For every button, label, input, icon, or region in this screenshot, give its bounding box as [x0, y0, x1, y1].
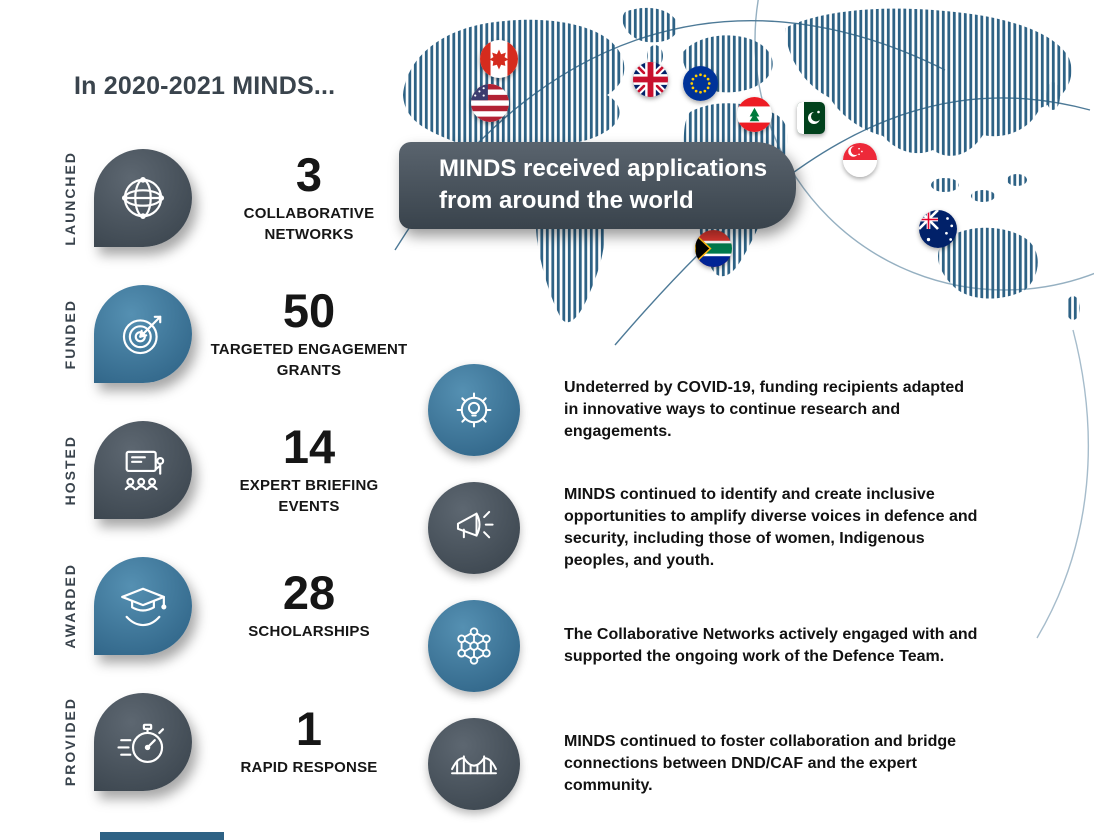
stopwatch-icon [117, 723, 165, 764]
stat-badge [94, 693, 192, 791]
stat-verb-label: FUNDED [62, 298, 78, 370]
stat-verb-label: AWARDED [62, 563, 78, 649]
stat-verb-label: HOSTED [62, 434, 78, 506]
stat-row-launched: LAUNCHED 3 COLLABORATIVE NETWORKS [62, 130, 408, 266]
stat-text: 14 EXPERT BRIEFING EVENTS [210, 423, 408, 517]
highlight-text: The Collaborative Networks actively enga… [564, 625, 978, 665]
stat-verb-label: LAUNCHED [62, 150, 78, 246]
stat-number: 14 [282, 420, 336, 474]
stat-row-provided: PROVIDED 1 RAPID RESPONSE [62, 674, 408, 810]
stat-row-hosted: HOSTED 14 EXPERT BRIEFING EVENTS [62, 402, 408, 538]
highlight-item: MINDS continued to foster collaboration … [428, 718, 1058, 810]
stat-number: 1 [295, 702, 323, 756]
stat-badge [94, 421, 192, 519]
bottom-accent-strip [100, 832, 224, 840]
network-nodes-icon [457, 627, 491, 665]
megaphone-icon [456, 510, 494, 539]
highlight-item: MINDS continued to identify and create i… [428, 482, 1058, 574]
stat-number: 50 [282, 284, 336, 338]
stat-badge [94, 557, 192, 655]
stat-number: 3 [295, 148, 323, 202]
stat-text: 50 TARGETED ENGAGEMENT GRANTS [210, 287, 408, 381]
world-map-area: MINDS received applications from around … [385, 0, 1094, 720]
highlight-text: MINDS continued to identify and create i… [564, 485, 978, 570]
lebanon-flag-icon [737, 97, 772, 132]
highlight-icon-circle [428, 600, 520, 692]
map-banner: MINDS received applications from around … [399, 142, 796, 230]
highlight-text: MINDS continued to foster collaboration … [564, 732, 957, 795]
globe-network-icon [121, 176, 165, 220]
highlight-item: The Collaborative Networks actively enga… [428, 600, 1058, 692]
pakistan-flag-icon [797, 102, 825, 134]
stat-badge [94, 285, 192, 383]
stat-text: 1 RAPID RESPONSE [210, 705, 408, 778]
stats-column: LAUNCHED 3 COLLABORATIVE NETWORKS FUNDED [62, 130, 408, 810]
graduation-cap-icon [121, 587, 167, 627]
page-title: In 2020-2021 MINDS... [74, 72, 336, 100]
stat-verb-label: PROVIDED [62, 697, 78, 787]
usa-flag-icon [471, 84, 509, 122]
stat-desc: EXPERT BRIEFING EVENTS [239, 477, 379, 515]
eu-flag-icon [683, 66, 718, 101]
highlight-text: Undeterred by COVID-19, funding recipien… [564, 378, 965, 441]
stat-row-awarded: AWARDED 28 SCHOLARSHIPS [62, 538, 408, 674]
stat-desc: RAPID RESPONSE [240, 759, 378, 777]
south-africa-flag-icon [695, 230, 732, 267]
highlight-icon-circle [428, 364, 520, 456]
target-arrow-icon [122, 315, 162, 355]
highlights-list: Undeterred by COVID-19, funding recipien… [428, 364, 1058, 810]
stat-text: 28 SCHOLARSHIPS [210, 569, 408, 642]
stat-text: 3 COLLABORATIVE NETWORKS [210, 151, 408, 245]
uk-flag-icon [633, 62, 668, 97]
stat-desc: SCHOLARSHIPS [248, 623, 370, 641]
highlight-icon-circle [428, 718, 520, 810]
stat-desc: COLLABORATIVE NETWORKS [243, 205, 375, 243]
stat-number: 28 [282, 566, 336, 620]
singapore-flag-icon [843, 143, 877, 177]
stat-desc: TARGETED ENGAGEMENT GRANTS [210, 341, 408, 379]
australia-flag-icon [919, 210, 957, 248]
bridge-icon [451, 755, 497, 775]
gear-lightbulb-icon [456, 392, 492, 428]
stat-badge [94, 149, 192, 247]
highlight-icon-circle [428, 482, 520, 574]
stat-row-funded: FUNDED 50 TARGETED ENGAGEMENT GRANTS [62, 266, 408, 402]
canada-flag-icon [480, 40, 518, 78]
presentation-icon [124, 450, 165, 491]
map-banner-text: MINDS received applications from around … [439, 155, 768, 214]
highlight-item: Undeterred by COVID-19, funding recipien… [428, 364, 1058, 456]
